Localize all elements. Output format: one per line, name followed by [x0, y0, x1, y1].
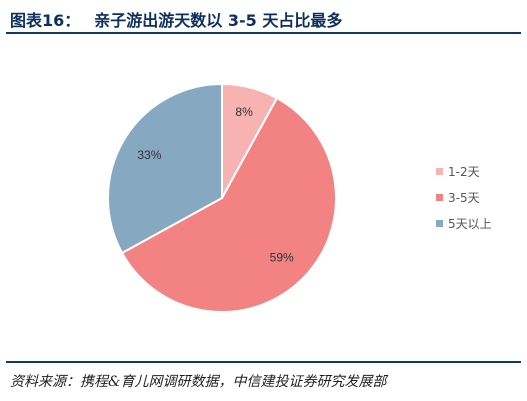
pie-chart: 8% 59% 33% 1-2天 3-5天 5天以上 [107, 82, 492, 313]
legend-swatch-0 [436, 168, 443, 175]
legend-label-1: 3-5天 [448, 191, 480, 205]
legend-label-0: 1-2天 [448, 165, 480, 179]
legend-label-2: 5天以上 [448, 217, 492, 231]
pie-slice-1 [120, 96, 337, 313]
pie-labels: 8% 59% 33% [137, 105, 294, 265]
source-note: 资料来源：携程&育儿网调研数据，中信建投证券研究发展部 [10, 374, 387, 390]
figure-number: 图表16： [10, 11, 81, 30]
pie-slices [107, 82, 337, 313]
slice-label-2: 33% [137, 148, 161, 162]
chart-legend: 1-2天 3-5天 5天以上 [436, 165, 492, 231]
slice-label-0: 8% [235, 105, 253, 119]
legend-swatch-1 [436, 194, 443, 201]
slice-label-1: 59% [270, 251, 294, 265]
figure-title-text: 亲子游出游天数以 3-5 天占比最多 [94, 11, 343, 30]
legend-swatch-2 [436, 220, 443, 227]
pie-slice-2 [107, 82, 223, 255]
chart-title: 图表16： 亲子游出游天数以 3-5 天占比最多 [10, 7, 342, 31]
source-divider [6, 361, 521, 363]
title-divider [6, 32, 521, 34]
